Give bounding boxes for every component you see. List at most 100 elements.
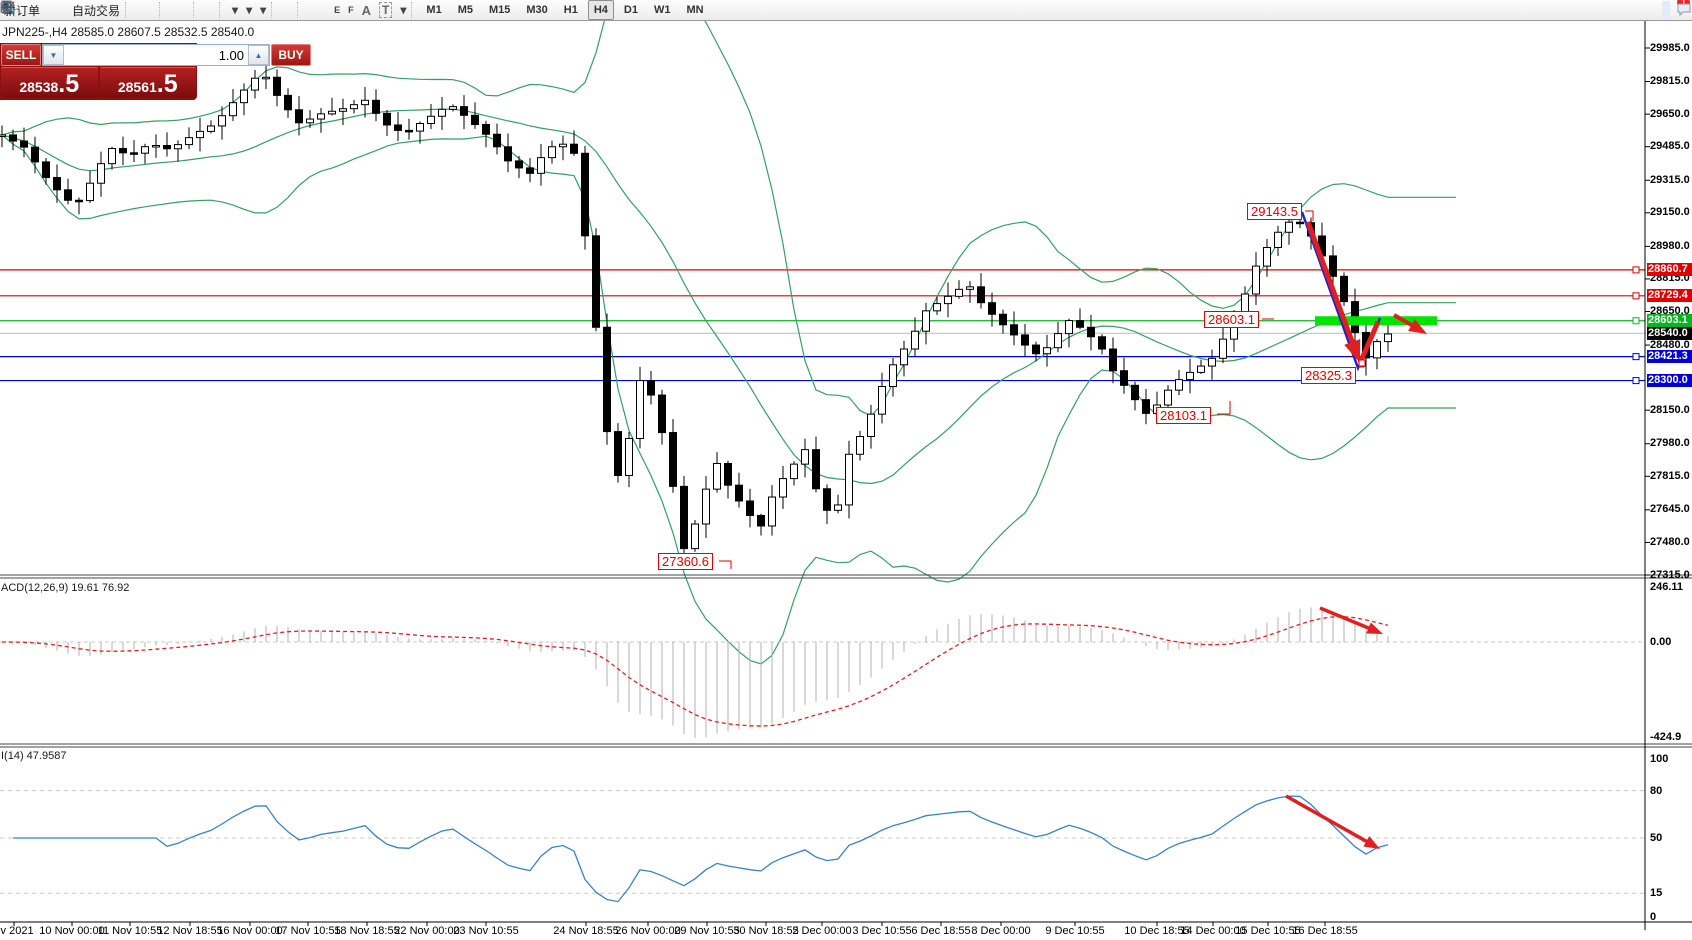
- autotrade-label: 自动交易: [72, 3, 121, 18]
- timeframe-d1[interactable]: D1: [623, 4, 638, 16]
- channel-button[interactable]: E: [0, 1, 344, 19]
- macd-signal-line: [1, 616, 1389, 727]
- timeframe-m30[interactable]: M30: [526, 4, 548, 16]
- zoom-in-button[interactable]: [1, 1, 176, 19]
- sell-button[interactable]: SELL: [1, 44, 41, 66]
- crosshair-button[interactable]: [1, 1, 296, 19]
- macd-panel: [0, 606, 1645, 738]
- vertical-line-button[interactable]: [5, 1, 314, 19]
- price-annotation[interactable]: 27360.6: [658, 553, 713, 570]
- buy-button[interactable]: BUY: [271, 44, 311, 66]
- timeframe-m5[interactable]: M5: [457, 4, 473, 16]
- styles-button[interactable]: [2, 1, 52, 19]
- quantity-increase-button[interactable]: ▲: [248, 45, 269, 65]
- line-chart-button[interactable]: [1, 1, 158, 19]
- candles: [0, 58, 1392, 566]
- notifications-button[interactable]: 1: [1676, 0, 1691, 19]
- one-click-trading-panel: SELL ▼ ▲ BUY 28538.5 28561.5: [0, 43, 311, 100]
- time-axis-label: 14 Dec 00:00: [1180, 925, 1246, 937]
- time-axis-label: 16 Nov 00:00: [217, 925, 283, 937]
- price-axis-label: 27815.0: [1650, 469, 1690, 482]
- rsi-panel: [0, 790, 1645, 903]
- chart-shift-button[interactable]: [2, 1, 218, 19]
- line-handle: [1632, 292, 1640, 300]
- rsi-scale-50: 50: [1650, 832, 1663, 844]
- price-axis-label: 27980.0: [1650, 437, 1690, 450]
- time-axis-label: 10 Nov 00:00: [39, 925, 105, 937]
- price-annotation[interactable]: 28325.3: [1301, 367, 1356, 384]
- arrows-button[interactable]: ▾: [3, 1, 410, 19]
- buy-price-display[interactable]: 28561.5: [99, 67, 196, 98]
- macd-scale-max: 246.11: [1650, 581, 1684, 593]
- time-axis-label: 24 Nov 18:55: [553, 925, 619, 937]
- time-axis-label: 16 Dec 18:55: [1292, 925, 1358, 937]
- price-badge: 28729.4: [1647, 289, 1692, 303]
- time-axis-label: 12 Nov 18:55: [157, 925, 223, 937]
- time-axis-label: 29 Nov 10:55: [674, 925, 740, 937]
- quantity-input[interactable]: [64, 45, 248, 65]
- toolbar-separator: [219, 2, 227, 18]
- tile-windows-button[interactable]: [2, 1, 192, 19]
- green-highlight-bar[interactable]: [1315, 316, 1437, 326]
- toolbar-right: 1: [1, 0, 1692, 19]
- templates-button[interactable]: ▾: [1, 1, 270, 19]
- label-button[interactable]: T: [375, 1, 396, 19]
- channel-suffix: E: [334, 5, 341, 15]
- cursor-button[interactable]: [3, 0, 288, 19]
- toolbar: 新订单 自动交易: [0, 0, 1692, 21]
- line-handle: [1632, 266, 1640, 274]
- sell-price-display[interactable]: 28538.5: [1, 67, 98, 98]
- horizontal-line-button[interactable]: [1, 1, 322, 19]
- time-axis-label: 15 Dec 10:55: [1235, 925, 1301, 937]
- price-annotation[interactable]: 28103.1: [1156, 407, 1211, 424]
- price-annotation[interactable]: 28603.1: [1204, 311, 1259, 328]
- rsi-line: [13, 795, 1389, 903]
- dropdown-caret: ▾: [260, 3, 267, 17]
- notifications-icon: [1677, 3, 1691, 17]
- price-axis-label: 27480.0: [1650, 535, 1690, 548]
- macd-label: ACD(12,26,9) 19.61 76.92: [1, 582, 130, 594]
- signal-button[interactable]: [1, 1, 68, 19]
- candlestick-button[interactable]: [1, 1, 150, 19]
- price-axis-label: 29150.0: [1650, 206, 1690, 219]
- dropdown-caret: ▾: [400, 3, 407, 17]
- price-axis-label: 27315.0: [1650, 568, 1690, 581]
- price-annotation[interactable]: 29143.5: [1247, 203, 1302, 220]
- periods-button[interactable]: ▾: [1, 1, 256, 19]
- zoom-out-button[interactable]: [1, 1, 184, 19]
- timeframe-h4[interactable]: H4: [587, 0, 614, 20]
- quantity-decrease-button[interactable]: ▼: [43, 45, 64, 65]
- price-badge: 28540.0: [1647, 326, 1692, 340]
- price-axis-label: 29485.0: [1650, 140, 1690, 153]
- timeframe-w1[interactable]: W1: [653, 4, 671, 16]
- autotrade-button[interactable]: 自动交易: [1, 1, 124, 19]
- profiles-button[interactable]: [1, 1, 60, 19]
- toolbar-separator: [159, 2, 167, 18]
- time-axis-label: 11 Nov 10:55: [97, 925, 163, 937]
- time-axis-label: 30 Nov 18:55: [733, 925, 799, 937]
- rsi-scale-100: 100: [1650, 753, 1669, 765]
- timeframe-m1[interactable]: M1: [426, 4, 442, 16]
- trendline-button[interactable]: [1, 1, 330, 19]
- auto-scroll-button[interactable]: [2, 1, 210, 19]
- price-axis-label: 29985.0: [1650, 41, 1690, 54]
- text-button[interactable]: A: [358, 1, 375, 19]
- time-axis-label: 22 Nov 00:00: [394, 925, 460, 937]
- price-badge: 28421.3: [1647, 350, 1692, 364]
- price-axis-label: 28480.0: [1650, 338, 1690, 351]
- time-axis-label: 3 Dec 10:55: [852, 925, 912, 937]
- timeframe-mn[interactable]: MN: [686, 4, 704, 16]
- timeframe-m15[interactable]: M15: [488, 4, 511, 16]
- axes: [0, 20, 1692, 930]
- timeframe-h1[interactable]: H1: [563, 4, 578, 16]
- bar-chart-button[interactable]: [1, 1, 142, 19]
- time-axis-label: 6 Dec 18:55: [911, 925, 971, 937]
- search-button[interactable]: [1, 1, 1670, 19]
- quantity-stepper: ▼ ▲: [42, 44, 270, 66]
- fibonacci-button[interactable]: F: [1, 1, 358, 19]
- buy-price-big: .5: [156, 70, 178, 98]
- indicators-button[interactable]: ▾: [0, 1, 242, 19]
- price-axis-label: 27645.0: [1650, 503, 1690, 516]
